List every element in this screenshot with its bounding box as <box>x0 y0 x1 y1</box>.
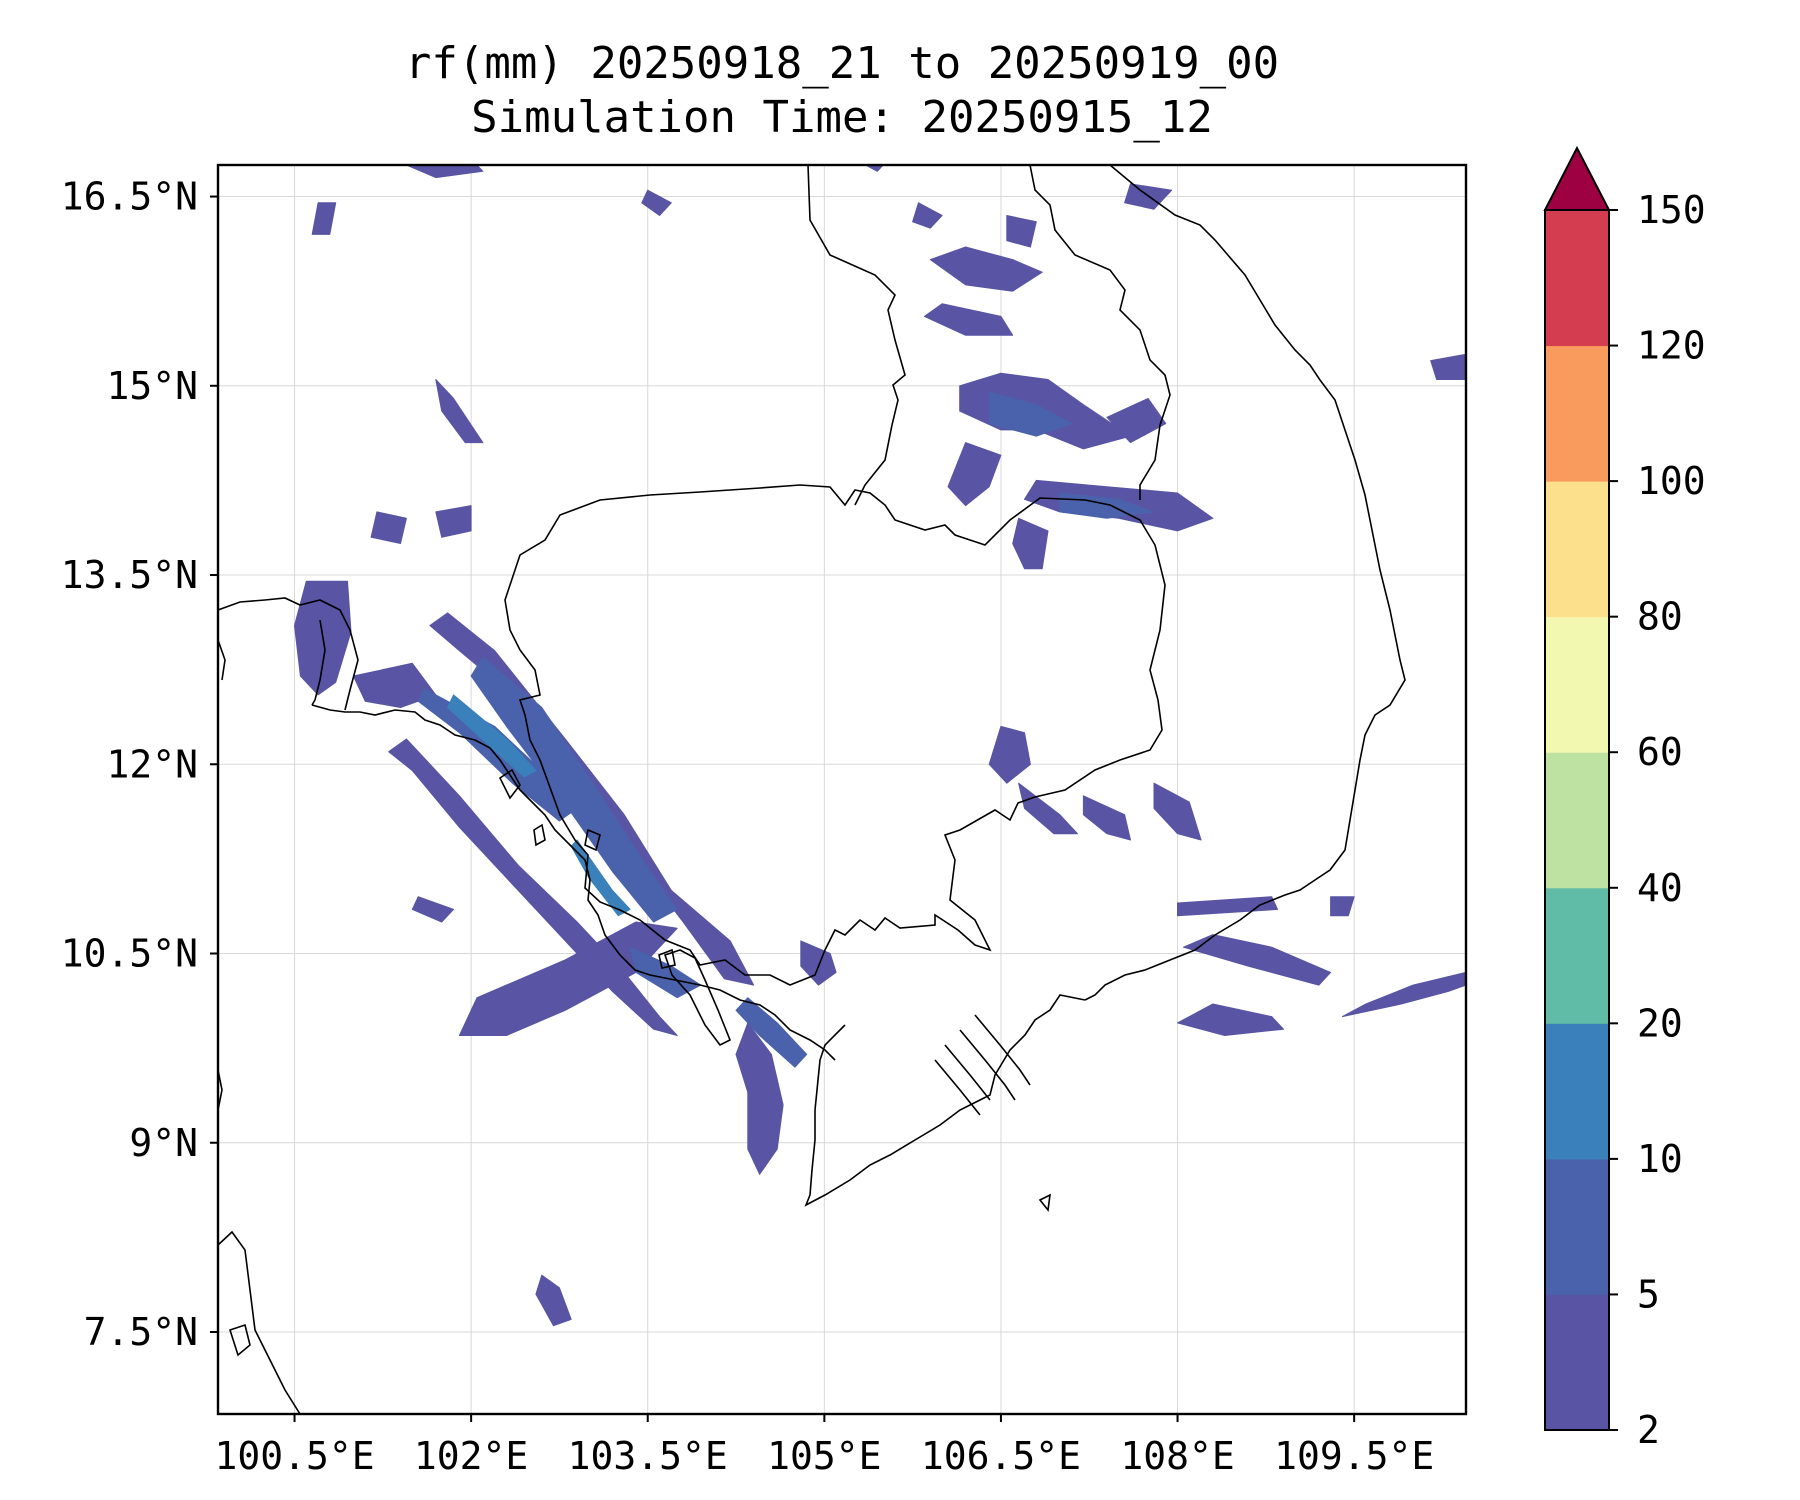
y-tick-label: 15°N <box>106 364 198 408</box>
island-small-3 <box>584 828 601 852</box>
rain-area <box>864 165 884 172</box>
coastline-thailand-east <box>311 619 326 706</box>
rain-area <box>735 997 808 1068</box>
rain-area <box>735 1022 784 1175</box>
colorbar-segment <box>1545 1294 1609 1431</box>
rain-area <box>435 379 484 444</box>
rain-area <box>988 391 1073 437</box>
y-tick-label: 10.5°N <box>61 932 198 976</box>
rain-area <box>1330 896 1355 917</box>
colorbar-tick-label: 150 <box>1637 188 1706 232</box>
x-tick-label: 103.5°E <box>568 1434 728 1478</box>
colorbar-segment <box>1545 1158 1609 1295</box>
rain-area <box>1012 517 1049 570</box>
coastline-mekong-delta <box>804 994 1086 1207</box>
colorbar-tick-label: 20 <box>1637 1001 1683 1045</box>
chart-title-line2: Simulation Time: 20250915_12 <box>471 92 1213 143</box>
border-laos-vietnam <box>1029 165 1171 500</box>
island-phu-quoc <box>663 949 732 1047</box>
y-tick-label: 9°N <box>129 1121 198 1165</box>
map-frame <box>216 163 1468 1416</box>
rain-area <box>370 511 407 544</box>
rain-area <box>923 303 1014 336</box>
colorbar-tick-label: 80 <box>1637 595 1683 639</box>
rain-area <box>417 688 578 822</box>
rain-area <box>947 442 1002 507</box>
colorbar-frame <box>1544 209 1610 1431</box>
rain-area <box>311 202 337 235</box>
x-tick-label: 102°E <box>414 1434 528 1478</box>
x-tick-label: 108°E <box>1120 1434 1234 1478</box>
border-laos-north <box>807 165 906 506</box>
rain-area <box>1177 1003 1284 1036</box>
colorbar-tick-label: 2 <box>1637 1408 1660 1452</box>
rain-area <box>641 189 672 216</box>
colorbar-segment <box>1545 616 1609 753</box>
map-plot-area: 100.5°E 102°E 103.5°E 105°E 106.5°E 108°E 109.… <box>61 163 1468 1478</box>
island-small-1 <box>498 768 521 800</box>
rain-area <box>912 202 943 229</box>
coastline-malay-peninsula <box>218 1230 301 1414</box>
y-tick-label: 16.5°N <box>61 175 198 219</box>
coastline-delta-channels <box>934 1014 1031 1116</box>
border-laos-thailand <box>218 597 359 711</box>
colorbar-tick-label: 10 <box>1637 1137 1683 1181</box>
rain-area <box>988 725 1031 784</box>
colorbar-segment <box>1545 887 1609 1024</box>
colorbar-extend-arrow <box>1543 145 1611 211</box>
x-tick-label: 105°E <box>767 1434 881 1478</box>
island-small-4 <box>658 948 676 969</box>
colorbar-tick-label: 100 <box>1637 459 1706 503</box>
colorbar-segment <box>1545 1023 1609 1160</box>
island-small-6 <box>228 1323 251 1357</box>
island-small-2 <box>533 823 546 847</box>
x-tick-label: 100.5°E <box>214 1434 374 1478</box>
coastlines-and-borders <box>218 165 1406 1414</box>
coastline-vietnam <box>1084 165 1406 1001</box>
rain-area <box>405 165 484 179</box>
y-tick-label: 12°N <box>106 742 198 786</box>
colorbar-tick-label: 60 <box>1637 730 1683 774</box>
rain-area <box>535 1274 572 1327</box>
rain-area <box>1341 971 1466 1018</box>
colorbar-tick-label: 5 <box>1637 1272 1660 1316</box>
island-small-5 <box>1038 1193 1051 1212</box>
rain-area <box>1153 782 1202 841</box>
chart-title-line1: rf(mm) 20250918_21 to 20250919_00 <box>405 38 1279 89</box>
rain-area <box>929 246 1043 292</box>
x-tick-label: 106.5°E <box>921 1434 1081 1478</box>
rain-area <box>435 505 472 538</box>
colorbar-segment <box>1545 752 1609 889</box>
coastline-gulf-of-thailand <box>311 704 836 1061</box>
colorbar-tick-label: 120 <box>1637 324 1706 368</box>
map-background <box>218 165 1466 1414</box>
rain-area <box>1006 215 1037 248</box>
rain-area <box>1082 795 1131 841</box>
colorbar-segment <box>1545 210 1609 347</box>
colorbar: 2 5 10 20 40 60 80 100 120 150 <box>1543 145 1706 1452</box>
rain-area <box>470 656 678 923</box>
rain-area <box>1106 397 1167 444</box>
coastline-west-edge <box>218 639 226 1111</box>
rain-area <box>1182 934 1332 986</box>
border-cambodia <box>504 484 1166 986</box>
rain-area <box>447 694 537 778</box>
rain-area <box>411 896 454 923</box>
colorbar-segment <box>1545 481 1609 618</box>
rain-area <box>1430 353 1466 380</box>
y-tick-label: 7.5°N <box>84 1310 198 1354</box>
rainfall-field <box>294 165 1466 1327</box>
y-tick-label: 13.5°N <box>61 553 198 597</box>
rain-area <box>629 946 702 999</box>
rain-area <box>1018 782 1078 835</box>
colorbar-segment <box>1545 345 1609 482</box>
y-axis-ticks: 16.5°N 15°N 13.5°N 12°N 10.5°N 9°N 7.5°N <box>61 175 218 1354</box>
colorbar-tick-label: 40 <box>1637 866 1683 910</box>
x-axis-ticks: 100.5°E 102°E 103.5°E 105°E 106.5°E 108°E 109.… <box>214 1414 1434 1478</box>
x-tick-label: 109.5°E <box>1274 1434 1434 1478</box>
